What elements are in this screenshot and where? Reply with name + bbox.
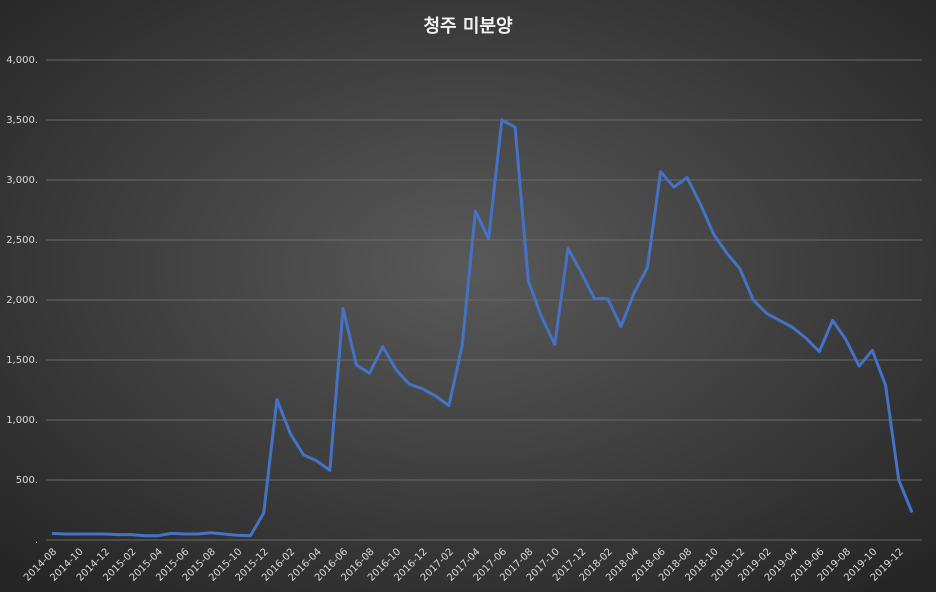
- y-tick-label: 3,500.: [6, 115, 38, 126]
- chart-title: 청주 미분양: [423, 16, 513, 37]
- y-tick-label: 2,000.: [6, 295, 38, 306]
- y-tick-label: 3,000.: [6, 175, 38, 186]
- y-tick-label: 500.: [16, 475, 38, 486]
- y-tick-label: 2,500.: [6, 235, 38, 246]
- y-tick-label: 4,000.: [6, 55, 38, 66]
- y-tick-label: .: [35, 535, 38, 546]
- y-tick-label: 1,500.: [6, 355, 38, 366]
- y-tick-label: 1,000.: [6, 415, 38, 426]
- data-line: [51, 118, 914, 538]
